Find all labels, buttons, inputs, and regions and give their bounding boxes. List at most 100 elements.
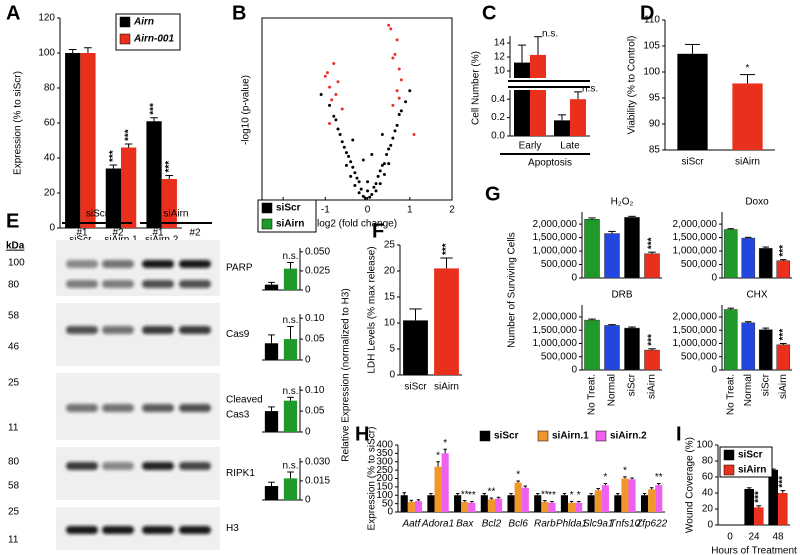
bar: [264, 486, 279, 500]
point: [387, 23, 391, 27]
significance: **: [655, 472, 663, 483]
blot-band: [66, 260, 98, 268]
y-tick-label: 0.4: [491, 94, 505, 105]
x-tick-label: Adora1: [421, 519, 454, 530]
significance: n.s.: [282, 251, 298, 262]
point: [404, 100, 408, 104]
point: [399, 109, 403, 113]
point: [391, 56, 395, 60]
significance: ***: [149, 103, 160, 115]
group-label: siScr: [86, 209, 109, 220]
y-tick-label: 1,500,000: [533, 232, 578, 243]
legend-label: siAirn: [276, 219, 304, 230]
y-tick-label: 2,000,000: [673, 219, 718, 230]
point: [334, 92, 338, 96]
point: [334, 118, 338, 122]
blot-band: [142, 462, 174, 470]
x-tick-label: Late: [560, 141, 580, 152]
group-label: siAirn: [163, 209, 188, 220]
point: [378, 182, 382, 186]
bar: [403, 320, 428, 375]
blot-band: [66, 404, 98, 412]
y-tick-label: 20: [702, 504, 714, 515]
y-tick-label: 0: [305, 355, 311, 366]
blot-background: [56, 447, 220, 500]
bar: [521, 487, 529, 512]
bar: [723, 229, 738, 279]
x-tick-label: Bcl2: [482, 519, 502, 530]
y-tick-label: 1,500,000: [533, 325, 578, 336]
bar: [146, 121, 162, 228]
point: [385, 153, 389, 156]
point: [344, 163, 348, 167]
point: [359, 187, 363, 191]
y-tick-label: 110: [644, 15, 660, 26]
significance: *: [623, 465, 627, 476]
bar: [604, 233, 620, 279]
bar: [264, 343, 279, 360]
blot-label: H3: [226, 523, 239, 534]
significance: *: [516, 470, 520, 481]
x-tick-label: Bcl6: [508, 519, 528, 530]
blot-band: [66, 326, 98, 334]
bar: [754, 507, 764, 525]
y-tick-label: 80: [702, 456, 714, 467]
point: [382, 173, 386, 177]
bar: [723, 309, 738, 371]
bar: [601, 485, 609, 512]
point: [372, 185, 376, 189]
legend-label: Airn: [133, 17, 154, 28]
y-tick-label: 0: [49, 223, 55, 234]
bar: [594, 490, 602, 512]
point: [338, 132, 342, 136]
marker-label: 80: [8, 280, 20, 291]
blot-band: [142, 404, 174, 412]
significance: *: [746, 63, 750, 74]
y-tick-label: 20: [384, 266, 396, 277]
y-tick-label: 15: [384, 292, 396, 303]
blot-band: [179, 404, 211, 412]
bar: [614, 495, 622, 512]
x-tick-label: -1: [321, 205, 330, 216]
significance: **: [548, 490, 556, 501]
bar: [121, 147, 137, 228]
point: [336, 127, 340, 131]
significance: **: [488, 487, 496, 498]
y-tick-label: 80: [44, 83, 56, 94]
y-tick-label: 0: [305, 285, 311, 296]
y-tick-label: 2,000,000: [673, 312, 718, 323]
significance: *: [443, 438, 447, 449]
y-tick-label: 0.0: [491, 131, 505, 142]
significance: ***: [778, 329, 789, 341]
point: [387, 147, 391, 151]
bar: [264, 411, 279, 432]
y-tick-label: 250: [376, 465, 393, 476]
point: [380, 163, 384, 167]
x-tick-label: No Treat.: [587, 374, 598, 415]
x-tick-label: 2: [449, 205, 455, 216]
legend-swatch: [261, 202, 273, 214]
point: [391, 136, 395, 140]
significance: *: [577, 490, 581, 501]
y-axis-label: Cell Number (%): [471, 51, 482, 125]
significance: ***: [647, 237, 658, 249]
x-tick-label: 48: [772, 532, 784, 543]
point: [361, 158, 365, 162]
point: [397, 67, 401, 71]
point: [349, 160, 353, 164]
point: [366, 189, 370, 193]
blot-band: [142, 260, 174, 268]
legend-swatch: [119, 16, 131, 28]
blot-label: RIPK1: [226, 468, 255, 479]
significance: n.s.: [582, 83, 598, 94]
bar: [732, 83, 763, 150]
bar: [644, 253, 660, 279]
y-tick-label: 60: [44, 118, 56, 129]
chart-title: H₂O₂: [611, 197, 634, 208]
y-tick-label: 85: [649, 145, 661, 156]
y-tick-label: 0: [571, 365, 577, 376]
y-tick-label: 5: [389, 344, 395, 355]
panel-label: D: [640, 2, 654, 24]
point: [370, 153, 374, 156]
point: [395, 89, 399, 93]
